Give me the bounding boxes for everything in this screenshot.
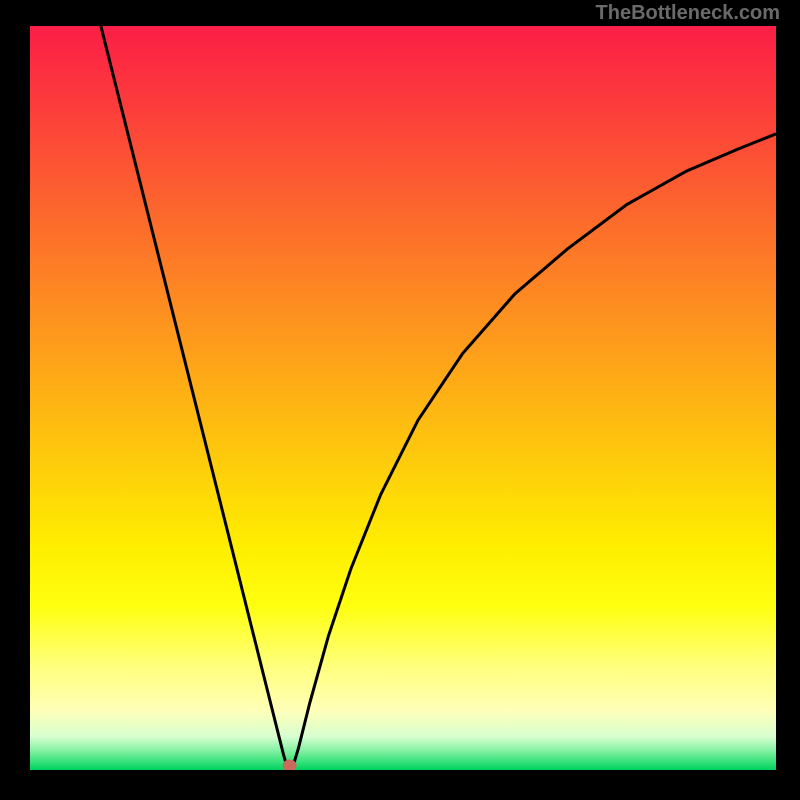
chart-svg [30, 26, 776, 770]
gradient-background [30, 26, 776, 770]
watermark-text: TheBottleneck.com [596, 2, 780, 25]
plot-area [30, 26, 776, 770]
